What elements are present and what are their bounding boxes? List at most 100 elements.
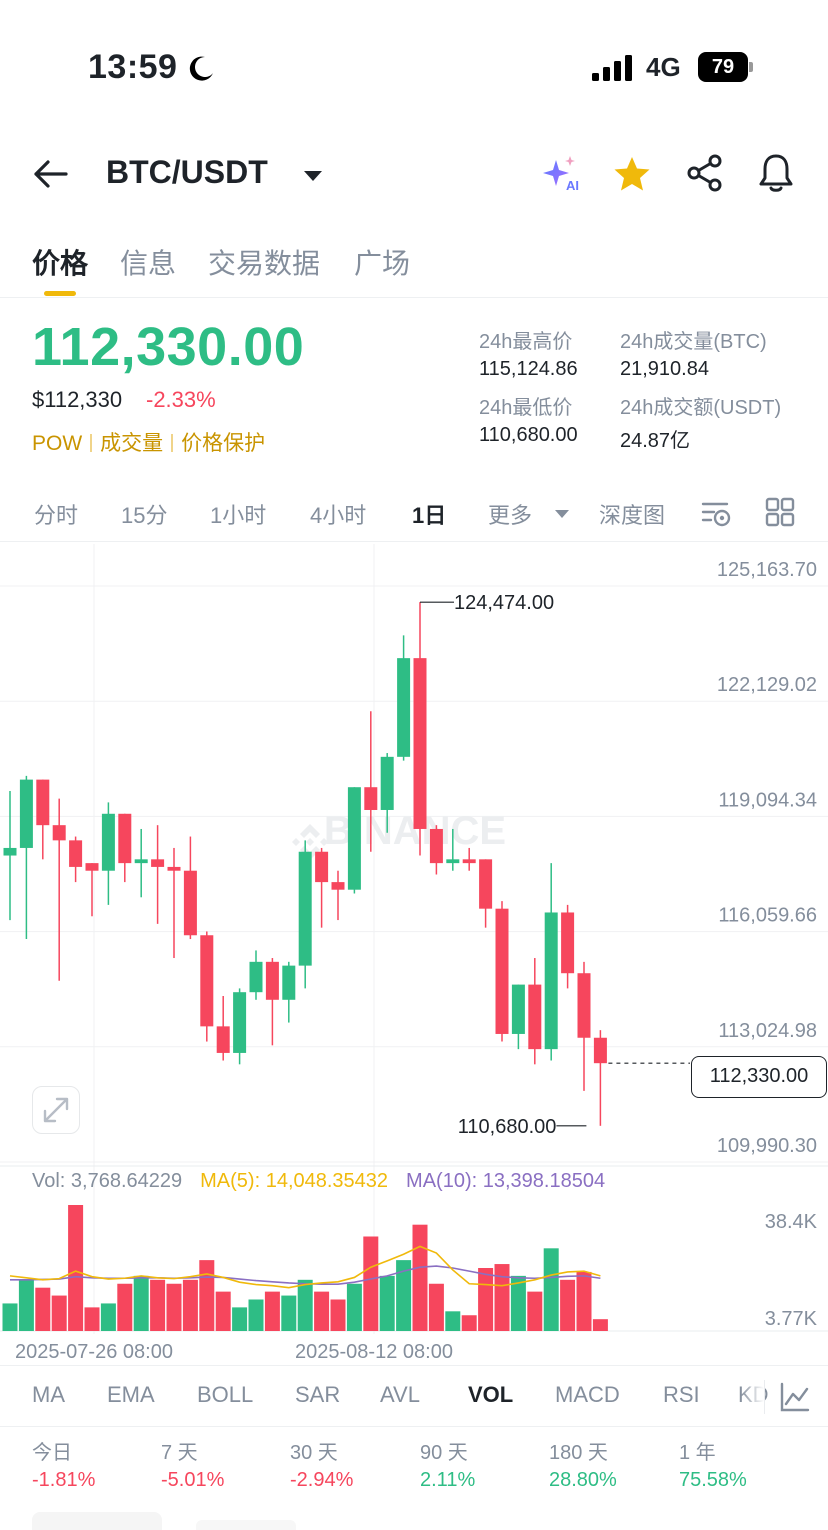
volume-bar xyxy=(264,1291,280,1331)
tab-info[interactable]: 信息 xyxy=(120,248,177,279)
ma10-value: MA(10): 13,398.18504 xyxy=(406,1170,606,1192)
volume-ma-lines xyxy=(9,1245,601,1289)
volume-bar xyxy=(379,1275,395,1331)
fullscreen-button[interactable] xyxy=(32,1086,80,1134)
indicator-ma[interactable]: MA xyxy=(32,1382,65,1407)
time-tick-label: 2025-07-26 08:00 xyxy=(15,1341,173,1363)
volume-bar xyxy=(18,1279,34,1331)
candle-body xyxy=(183,870,197,936)
status-bar: 13:59 4G 79 xyxy=(0,0,828,120)
stat-label: 24h成交额(USDT) xyxy=(620,397,782,419)
active-tab-indicator xyxy=(44,291,76,296)
stat-24h-high: 24h最高价 115,124.86 xyxy=(479,325,578,381)
perf-7d: 7 天 -5.01% xyxy=(161,1436,224,1492)
kline-chart[interactable]: BINANCE 125,163.70 122,129.02 119,094.34 11… xyxy=(0,544,828,1379)
interval-time-share[interactable]: 分时 xyxy=(34,503,79,528)
candle-body xyxy=(331,882,345,890)
candle-body xyxy=(593,1037,607,1064)
volume-bar xyxy=(84,1307,100,1331)
pair-title[interactable]: BTC/USDT xyxy=(106,154,268,190)
perf-label: 今日 xyxy=(32,1442,72,1464)
favorite-star-icon[interactable] xyxy=(612,154,652,194)
indicator-avl[interactable]: AVL xyxy=(380,1382,420,1407)
candle-body xyxy=(282,965,296,1000)
perf-label: 1 年 xyxy=(679,1442,716,1464)
indicator-vol[interactable]: VOL xyxy=(468,1382,514,1407)
volume-bar xyxy=(166,1283,182,1331)
candle-body xyxy=(347,787,361,890)
network-type: 4G xyxy=(646,52,681,82)
chevron-down-icon[interactable] xyxy=(302,164,324,186)
candle-body xyxy=(52,825,66,841)
chart-grid xyxy=(0,544,828,1334)
tab-trading-data[interactable]: 交易数据 xyxy=(208,248,321,279)
back-arrow-icon[interactable] xyxy=(30,154,70,194)
volume-bar xyxy=(215,1291,231,1331)
candle-body xyxy=(528,984,542,1050)
chart-settings-icon[interactable] xyxy=(700,496,734,530)
interval-15m[interactable]: 15分 xyxy=(121,503,168,528)
price-tick-label: 113,024.98 xyxy=(718,1020,817,1042)
perf-value: 28.80% xyxy=(549,1469,617,1491)
volume-bars xyxy=(2,1205,608,1331)
candle-body xyxy=(19,779,33,848)
volume-bar xyxy=(576,1271,592,1331)
volume-bar xyxy=(592,1319,608,1331)
candle-body xyxy=(364,787,378,810)
time-axis: 2025-07-26 08:00 2025-08-12 08:00 xyxy=(15,1341,453,1363)
depth-chart-button[interactable]: 深度图 xyxy=(599,503,666,528)
price-axis: 125,163.70 122,129.02 119,094.34 116,059.66… xyxy=(717,559,817,1157)
candle-body xyxy=(151,859,165,867)
ma5-line xyxy=(9,1245,601,1289)
battery-icon: 79 xyxy=(698,52,754,82)
binance-logo-icon xyxy=(292,824,328,860)
bottom-tab-cut[interactable] xyxy=(32,1512,162,1530)
candle-body xyxy=(3,847,17,856)
bottom-tab-cut[interactable] xyxy=(196,1520,296,1530)
volume-bar xyxy=(281,1295,297,1331)
low-price-label: 110,680.00 xyxy=(458,1116,557,1138)
volume-bar xyxy=(478,1268,494,1331)
candle-body xyxy=(298,851,312,966)
volume-bar xyxy=(510,1275,526,1331)
tag-price-protection[interactable]: 价格保护 xyxy=(181,432,266,455)
indicator-rsi[interactable]: RSI xyxy=(663,1382,700,1407)
volume-bar xyxy=(199,1260,215,1331)
tab-price[interactable]: 价格 xyxy=(32,248,89,279)
layout-grid-icon[interactable] xyxy=(764,496,796,528)
bell-icon[interactable] xyxy=(756,152,796,194)
ai-sparkle-icon[interactable]: AI xyxy=(540,152,584,196)
indicator-chart-icon[interactable] xyxy=(778,1380,812,1414)
candle-body xyxy=(36,779,50,826)
indicator-boll[interactable]: BOLL xyxy=(197,1382,254,1407)
candle-body xyxy=(118,813,132,864)
perf-label: 180 天 xyxy=(549,1442,608,1464)
indicator-macd[interactable]: MACD xyxy=(555,1382,620,1407)
perf-value: -5.01% xyxy=(161,1469,225,1491)
volume-tick-label: 38.4K xyxy=(765,1211,818,1233)
candle-body xyxy=(413,658,427,829)
interval-1d[interactable]: 1日 xyxy=(412,503,447,528)
chart-canvas[interactable]: BINANCE 125,163.70122,129.02119,094.3411… xyxy=(0,544,828,1364)
price-tick-label: 109,990.30 xyxy=(717,1135,817,1157)
share-icon[interactable] xyxy=(684,152,726,194)
tag-volume[interactable]: 成交量 xyxy=(100,432,164,455)
stat-value: 110,680.00 xyxy=(479,424,578,446)
vol-value: Vol: 3,768.64229 xyxy=(32,1170,183,1192)
tag-pow[interactable]: POW xyxy=(32,432,83,455)
chevron-down-icon[interactable] xyxy=(553,507,571,521)
volume-axis: 38.4K 3.77K xyxy=(765,1211,818,1330)
volume-bar xyxy=(182,1279,198,1331)
tab-square[interactable]: 广场 xyxy=(354,248,411,279)
indicator-ema[interactable]: EMA xyxy=(107,1382,155,1407)
volume-bar xyxy=(297,1279,313,1331)
interval-more[interactable]: 更多 xyxy=(488,503,533,528)
interval-1h[interactable]: 1小时 xyxy=(210,503,267,528)
header: BTC/USDT AI xyxy=(0,140,828,210)
indicator-tabs: MA EMA BOLL SAR AVL VOL MACD RSI KD xyxy=(0,1365,828,1427)
candle-body xyxy=(511,984,525,1034)
indicator-sar[interactable]: SAR xyxy=(295,1382,341,1407)
interval-4h[interactable]: 4小时 xyxy=(310,503,367,528)
volume-bar xyxy=(314,1291,330,1331)
stat-label: 24h最低价 xyxy=(479,397,573,419)
